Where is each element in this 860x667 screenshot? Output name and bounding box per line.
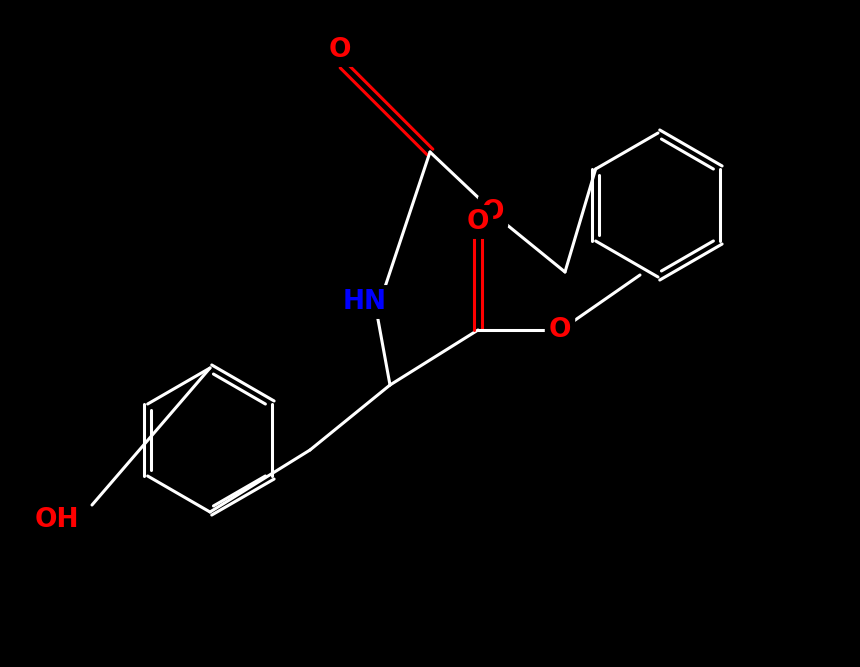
Text: O: O xyxy=(467,209,489,235)
Text: O: O xyxy=(549,317,571,343)
Text: O: O xyxy=(482,199,504,225)
Text: O: O xyxy=(329,37,351,63)
Text: HN: HN xyxy=(343,289,387,315)
Text: OH: OH xyxy=(34,507,79,533)
